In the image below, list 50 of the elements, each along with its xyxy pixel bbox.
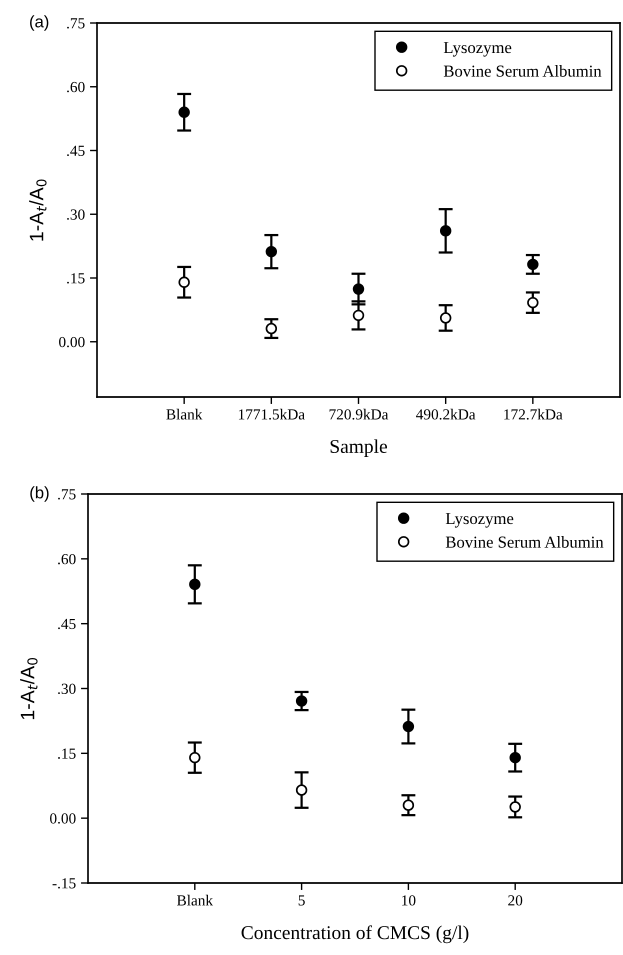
point — [296, 784, 308, 796]
point — [402, 720, 414, 732]
chart-title: (a) — [30, 15, 48, 31]
x-tick-label: Blank — [176, 894, 214, 906]
y-tick-label: .30 — [67, 209, 85, 220]
x-tick-label: 20 — [508, 895, 522, 906]
legend-label: Bovine Serum Albumin — [446, 536, 604, 548]
y-axis-title: 1-A$_{t}$/A$_{0}$ — [29, 179, 47, 241]
legend-label: Lysozyme — [444, 42, 512, 57]
chart-title: (b) — [30, 486, 49, 502]
point — [178, 276, 190, 288]
x-tick-label: 10 — [402, 895, 416, 906]
y-axis-title: 1-A$_{t}$/A$_{0}$ — [20, 658, 38, 720]
x-tick-label: 490.2kDa — [416, 408, 476, 420]
y-tick-label: .15 — [58, 748, 76, 759]
y-tick-label: .75 — [67, 18, 85, 29]
point — [189, 752, 200, 764]
point — [402, 800, 414, 811]
point — [296, 695, 308, 707]
y-tick-label: -.15 — [52, 878, 76, 889]
legend-label: Lysozyme — [446, 513, 514, 528]
y-tick-label: .60 — [67, 82, 85, 92]
x-tick-label: 172.7kDa — [504, 408, 563, 420]
point — [510, 752, 521, 764]
point — [266, 246, 278, 258]
x-tick-label: Blank — [166, 408, 202, 420]
point — [352, 310, 364, 322]
x-tick-label: 5 — [298, 895, 305, 906]
x-tick-label: 720.9kDa — [330, 408, 388, 420]
legend-label: Bovine Serum Albumin — [444, 65, 602, 77]
y-tick-label: .45 — [58, 618, 76, 630]
point — [440, 312, 452, 324]
x-axis-title: Concentration of CMCS (g/l) — [242, 925, 468, 944]
point — [527, 296, 539, 308]
point — [266, 322, 278, 334]
y-tick-label: .45 — [67, 146, 85, 156]
point — [189, 578, 200, 590]
y-tick-label: 0.00 — [50, 813, 76, 824]
y-tick-label: .15 — [67, 273, 85, 284]
point — [178, 106, 190, 118]
point — [352, 283, 364, 295]
point — [510, 801, 521, 813]
y-tick-label: .60 — [58, 554, 76, 564]
y-tick-label: .75 — [58, 489, 76, 500]
y-tick-label: 0.00 — [59, 336, 85, 348]
x-axis-title: Sample — [330, 439, 387, 457]
point — [440, 225, 452, 237]
point — [527, 258, 539, 270]
x-tick-label: 1771.5kDa — [238, 408, 305, 420]
y-tick-label: .30 — [58, 684, 76, 694]
